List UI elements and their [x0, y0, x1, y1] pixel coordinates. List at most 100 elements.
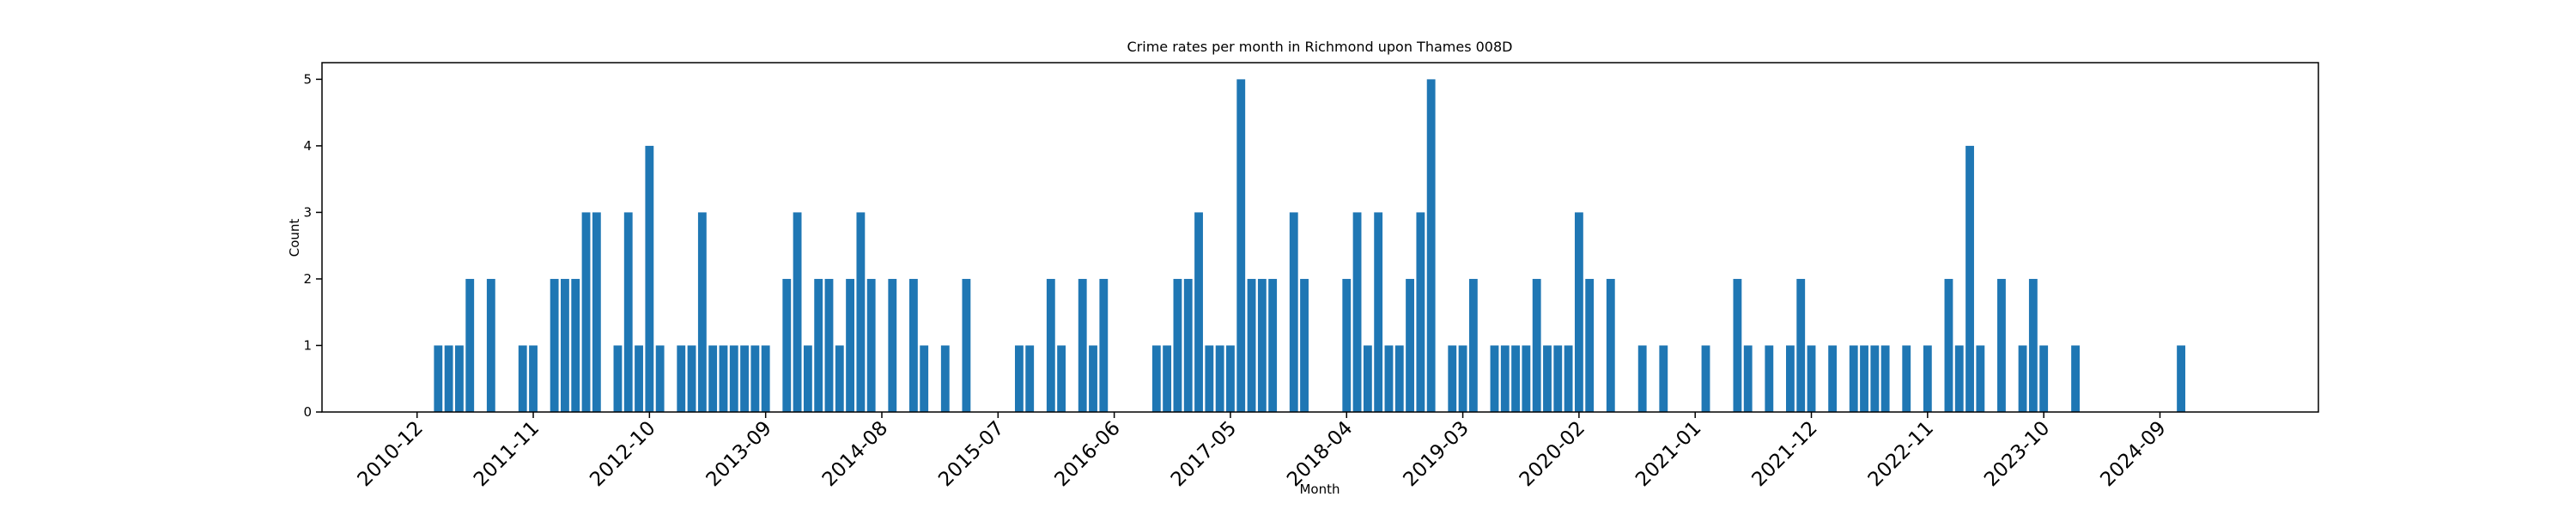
- bar: [750, 345, 760, 412]
- bar: [1902, 345, 1911, 412]
- bar: [635, 345, 643, 412]
- bar: [581, 212, 591, 412]
- x-tick-label: 2018-04: [1283, 417, 1357, 491]
- bar: [1765, 345, 1774, 412]
- bar: [940, 345, 950, 412]
- bar: [793, 212, 802, 412]
- bar: [677, 345, 686, 412]
- bar: [645, 145, 654, 412]
- bar: [1944, 278, 1953, 412]
- bar: [1606, 278, 1615, 412]
- bar: [2071, 345, 2080, 412]
- bar: [888, 278, 897, 412]
- bar: [1490, 345, 1499, 412]
- plot-frame: [321, 62, 2319, 413]
- bar: [1205, 345, 1214, 412]
- bar: [814, 278, 823, 412]
- x-tick-label: 2011-11: [470, 417, 544, 491]
- bar: [1448, 345, 1457, 412]
- x-tick-label: 2023-10: [1980, 417, 2054, 491]
- x-tick-label: 2020-02: [1516, 417, 1589, 491]
- bar: [518, 345, 527, 412]
- x-tick-label: 2019-03: [1399, 417, 1473, 491]
- bar: [455, 345, 464, 412]
- bar: [529, 345, 538, 412]
- bar: [1954, 345, 1964, 412]
- bar: [1183, 278, 1193, 412]
- y-tick-label: 5: [303, 71, 312, 87]
- bar: [687, 345, 696, 412]
- bar: [623, 212, 633, 412]
- bar: [1574, 212, 1583, 412]
- bar: [1965, 145, 1974, 412]
- bar: [1553, 345, 1563, 412]
- bar: [1828, 345, 1838, 412]
- bar: [846, 278, 854, 412]
- y-tick-label: 4: [303, 138, 312, 154]
- bar: [1733, 278, 1742, 412]
- bar: [1236, 79, 1246, 412]
- bar: [1014, 345, 1024, 412]
- bar: [1458, 345, 1467, 412]
- bar: [1173, 278, 1182, 412]
- bar: [1089, 345, 1097, 412]
- bar: [1585, 278, 1595, 412]
- x-tick-label: 2014-08: [818, 417, 892, 491]
- bar: [465, 278, 475, 412]
- x-tick-label: 2015-07: [934, 417, 1008, 491]
- bar: [1099, 278, 1109, 412]
- bar: [1659, 345, 1668, 412]
- bar: [908, 278, 918, 412]
- bar: [856, 212, 866, 412]
- x-tick-label: 2013-09: [702, 417, 776, 491]
- bar: [803, 345, 812, 412]
- bar: [613, 345, 623, 412]
- bar: [1247, 278, 1256, 412]
- bar: [486, 278, 495, 412]
- x-tick-label: 2012-10: [586, 417, 659, 491]
- bar: [2039, 345, 2049, 412]
- bar: [1564, 345, 1573, 412]
- bar: [1997, 278, 2006, 412]
- bar: [1701, 345, 1710, 412]
- bar: [1880, 345, 1890, 412]
- bar: [1743, 345, 1753, 412]
- bar: [1976, 345, 1985, 412]
- x-tick-label: 2016-06: [1051, 417, 1125, 491]
- bar: [1849, 345, 1858, 412]
- bar: [920, 345, 929, 412]
- x-axis-label: Month: [1299, 482, 1340, 497]
- bar: [1268, 278, 1278, 412]
- bar: [1342, 278, 1352, 412]
- bar: [1532, 278, 1541, 412]
- bar: [740, 345, 749, 412]
- y-tick-label: 1: [303, 337, 312, 353]
- bar: [1057, 345, 1066, 412]
- x-tick-label: 2017-05: [1167, 417, 1241, 491]
- bar: [1163, 345, 1172, 412]
- y-tick-label: 2: [303, 271, 312, 287]
- bar: [835, 345, 844, 412]
- bar: [729, 345, 738, 412]
- bar: [2018, 345, 2027, 412]
- bar: [1426, 79, 1436, 412]
- bar: [1257, 278, 1267, 412]
- bar: [1289, 212, 1298, 412]
- bar: [434, 345, 443, 412]
- bar: [1860, 345, 1868, 412]
- bar: [1543, 345, 1552, 412]
- bar: [1786, 345, 1795, 412]
- bar: [592, 212, 601, 412]
- x-tick-label: 2024-09: [2096, 417, 2170, 491]
- bar: [708, 345, 718, 412]
- bar: [782, 278, 792, 412]
- bar: [1406, 278, 1414, 412]
- bar: [444, 345, 453, 412]
- bar: [962, 278, 971, 412]
- bar: [561, 278, 569, 412]
- y-axis-label: Count: [287, 219, 302, 258]
- bar: [697, 212, 707, 412]
- y-tick-label: 0: [303, 404, 312, 420]
- bar: [1384, 345, 1394, 412]
